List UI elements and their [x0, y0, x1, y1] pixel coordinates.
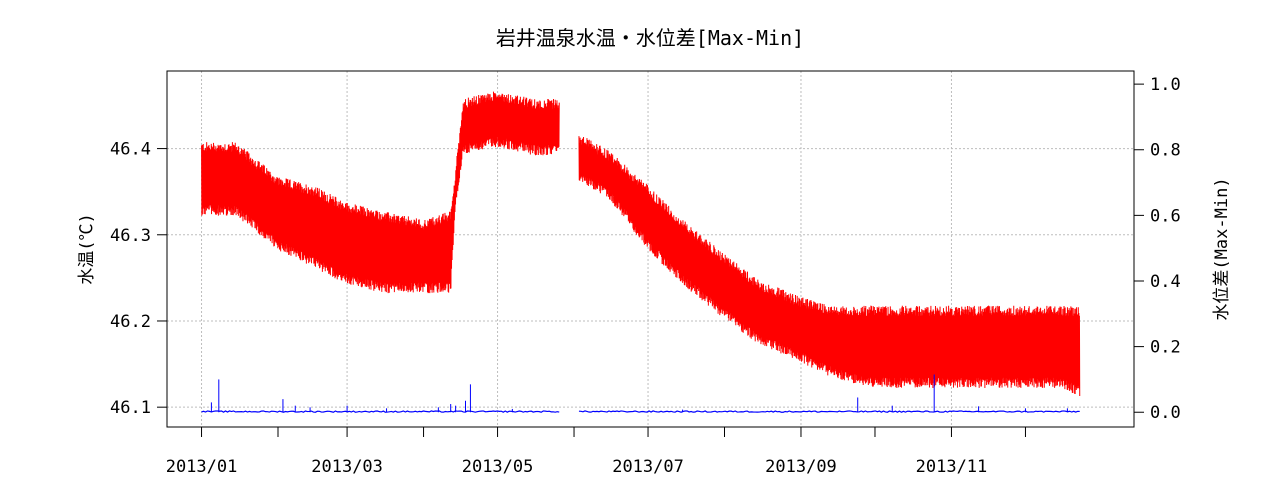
x-tick-label: 2013/09: [765, 457, 837, 477]
y2-tick-label: 0.2: [1150, 338, 1181, 358]
y-tick-label: 46.3: [110, 226, 151, 246]
y-tick-label: 46.2: [110, 312, 151, 332]
y2-tick-label: 0.6: [1150, 206, 1181, 226]
y2-tick-label: 0.4: [1150, 272, 1181, 292]
axis-layer: 2013/01 2013/03 2013/05 2013/07 2013/09 2013/…: [110, 75, 1181, 477]
y-tick-label: 46.1: [110, 398, 151, 418]
water-temp-series: [201, 91, 560, 294]
x-tick-label: 2013/03: [311, 457, 383, 477]
water-temp-series: [578, 136, 1081, 397]
y-axis-title: 水温(℃): [77, 213, 97, 284]
x-tick-label: 2013/05: [462, 457, 534, 477]
chart-title: 岩井温泉水温・水位差[Max-Min]: [496, 26, 804, 50]
y2-tick-label: 0.8: [1150, 141, 1181, 161]
x-tick-label: 2013/11: [916, 457, 988, 477]
y-tick-label: 46.4: [110, 140, 151, 160]
y2-tick-label: 0.0: [1150, 403, 1181, 423]
y2-axis-title: 水位差(Max-Min): [1212, 177, 1232, 320]
plot-frame: [166, 70, 1135, 428]
water-level-series: [201, 410, 560, 413]
water-level-series: [578, 410, 1080, 413]
x-tick-label: 2013/01: [166, 457, 238, 477]
data-layer: [201, 91, 1081, 413]
x-tick-label: 2013/07: [612, 457, 684, 477]
y2-tick-label: 1.0: [1150, 75, 1181, 95]
